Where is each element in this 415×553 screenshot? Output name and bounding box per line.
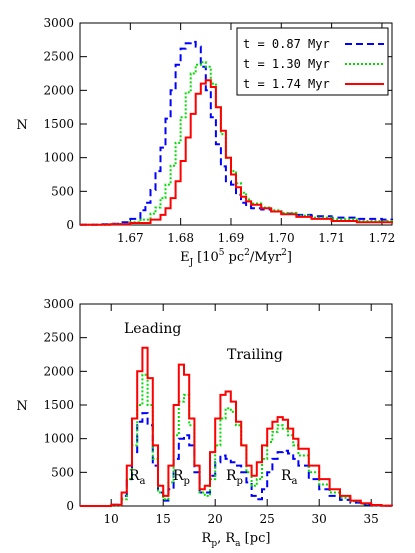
top-y-tick-label: 2500 [43,50,74,64]
legend-label-174: t = 1.74 Myr [243,77,330,91]
top-x-tick-label: 1.70 [268,231,295,245]
top-x-tick-label: 1.71 [318,231,345,245]
top-y-tick-label: 0 [66,218,74,232]
bottom-x-tick-label: 30 [312,512,327,526]
annotation-trailing: Trailing [227,347,283,363]
bottom-series-group [80,346,393,507]
bottom-y-tick-label: 2500 [43,331,74,345]
bottom-x-tick-label: 20 [208,512,223,526]
top-x-tick-label: 1.72 [369,231,396,245]
legend: t = 0.87 Myr t = 1.30 Myr t = 1.74 Myr [236,27,389,96]
top-series-line-2 [80,79,393,226]
bottom-x-tick-label: 25 [260,512,275,526]
top-y-tick-label: 3000 [43,16,74,30]
annotation-ra-left: Ra [129,468,146,487]
bottom-series-line-1 [80,373,393,507]
legend-label-130: t = 1.30 Myr [243,57,330,71]
top-x-tick-label: 1.69 [218,231,245,245]
top-x-tick-label: 1.67 [117,231,144,245]
bottom-series-line-2 [80,346,393,507]
energy-histogram-panel: 0 500 1000 1500 2000 2500 3000 1.67 1.68 1.69 1.7… [16,16,395,268]
annotation-rp-right: Rp [226,468,243,487]
bottom-y-tick-label: 2000 [43,364,74,378]
top-y-ticks: 0 500 1000 1500 2000 2500 3000 [43,16,392,232]
bottom-y-ticks: 0 500 1000 1500 2000 2500 3000 [43,297,392,513]
bottom-x-tick-label: 10 [104,512,119,526]
top-y-tick-label: 2000 [43,83,74,97]
top-x-ticks: 1.67 1.68 1.69 1.70 1.71 1.72 [117,23,395,245]
top-y-tick-label: 500 [51,184,74,198]
top-y-tick-label: 1000 [43,151,74,165]
top-series-group [80,40,393,226]
top-y-axis-label: N [16,118,27,133]
bottom-y-tick-label: 1000 [43,432,74,446]
top-x-tick-label: 1.68 [167,231,194,245]
annotation-leading: Leading [124,321,181,337]
bottom-y-tick-label: 1500 [43,398,74,412]
bottom-x-tick-label: 15 [156,512,171,526]
bottom-y-axis-label: N [16,399,27,414]
bottom-y-tick-label: 500 [51,465,74,479]
bottom-y-tick-label: 0 [66,499,74,513]
annotation-ra-right: Ra [281,468,298,487]
bottom-y-tick-label: 3000 [43,297,74,311]
bottom-x-tick-label: 35 [364,512,379,526]
annotation-rp-left: Rp [173,468,190,487]
top-y-tick-label: 1500 [43,117,74,131]
bottom-x-ticks: 10 15 20 25 30 35 [104,304,379,526]
legend-label-087: t = 0.87 Myr [243,37,330,51]
bottom-x-axis-label: Rp, Ra [pc] [202,531,271,549]
top-x-axis-label: EJ [105 pc2/Myr2] [180,248,292,268]
